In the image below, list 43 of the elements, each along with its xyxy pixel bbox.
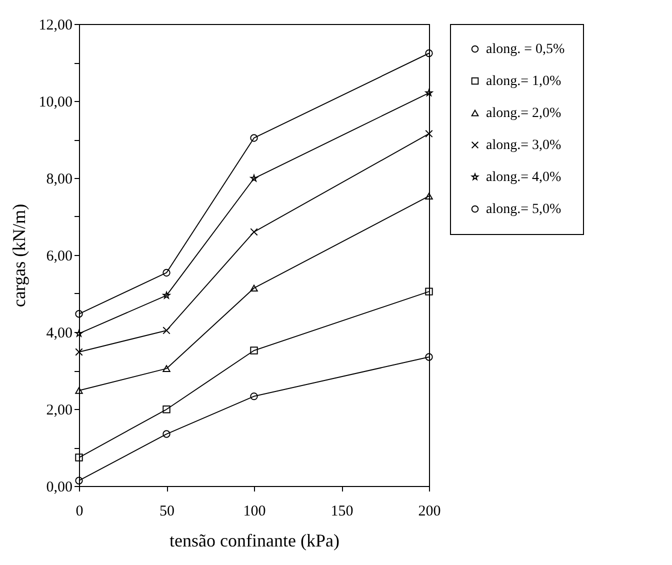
x-axis-title: tensão confinante (kPa) xyxy=(170,530,340,550)
point xyxy=(162,365,170,372)
point xyxy=(162,292,170,299)
y-tick-label: 2,00 xyxy=(46,402,72,418)
x-tick-label: 0 xyxy=(76,504,84,520)
point xyxy=(425,49,433,58)
point xyxy=(75,387,83,394)
point xyxy=(75,476,83,484)
x-tick-label: 50 xyxy=(160,504,174,520)
x-tick-label: 100 xyxy=(243,504,266,520)
point xyxy=(250,228,258,236)
y-tick-label: 10,00 xyxy=(38,94,72,110)
point xyxy=(162,430,170,438)
point xyxy=(425,288,433,296)
point xyxy=(425,130,433,138)
y-tick-label: 12,00 xyxy=(38,18,72,34)
y-tick-label: 4,00 xyxy=(46,326,72,342)
point xyxy=(425,353,433,361)
point xyxy=(250,392,258,400)
legend-label: along.= 2,0% xyxy=(486,106,562,121)
point xyxy=(75,348,83,356)
legend-label: along.= 5,0% xyxy=(486,202,562,217)
point xyxy=(162,326,170,334)
point xyxy=(425,192,433,200)
point xyxy=(250,284,258,292)
point xyxy=(162,268,170,277)
point xyxy=(75,454,83,462)
x-tick-label: 150 xyxy=(330,504,354,520)
legend-label: along. = 0,5% xyxy=(486,42,565,57)
point xyxy=(250,174,258,182)
x-tick-label: 200 xyxy=(418,504,441,520)
point xyxy=(425,89,433,96)
point xyxy=(75,310,83,318)
point xyxy=(162,406,170,414)
y-tick-label: 0,00 xyxy=(46,480,72,496)
point xyxy=(250,346,258,354)
legend-label: along.= 3,0% xyxy=(486,138,562,153)
y-axis-title: cargas (kN/m) xyxy=(8,204,29,308)
legend-label: along.= 1,0% xyxy=(486,74,562,89)
y-tick-label: 8,00 xyxy=(46,172,72,188)
legend-label: along.= 4,0% xyxy=(486,170,562,185)
y-tick-label: 6,00 xyxy=(46,248,72,264)
point xyxy=(250,134,258,142)
